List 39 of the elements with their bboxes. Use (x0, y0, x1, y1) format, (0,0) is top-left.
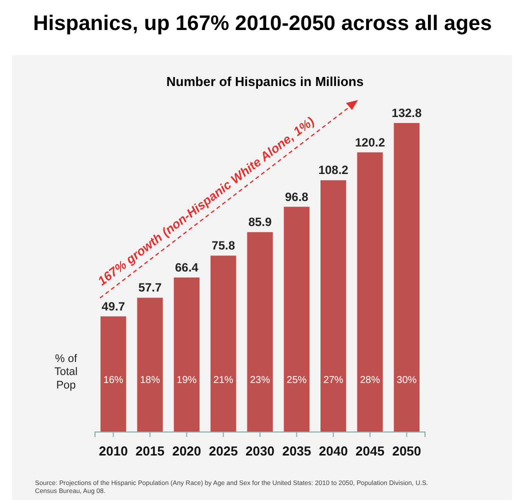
data-label: 85.9 (248, 215, 272, 230)
annotation: 23% (250, 375, 270, 386)
chart-subtitle: Number of Hispanics in Millions (166, 74, 364, 89)
bar (210, 256, 236, 432)
bar (100, 316, 126, 432)
x-tick-label: 2015 (136, 444, 164, 459)
x-tick-label: 2050 (392, 444, 422, 459)
data-label: 120.2 (354, 135, 386, 150)
x-tick-label: 2025 (208, 444, 238, 459)
annotation: 21% (213, 375, 234, 386)
annotation: 18% (140, 375, 160, 386)
x-tick-label: 2010 (98, 444, 128, 459)
bar (357, 152, 383, 432)
annotation: 16% (103, 375, 124, 386)
x-tick-label: 2020 (172, 444, 202, 459)
data-label: 75.8 (212, 238, 236, 253)
x-tick-label: 2035 (282, 444, 312, 459)
bar (394, 123, 420, 432)
x-tick-label: 2040 (318, 444, 348, 459)
annotation: 27% (323, 375, 344, 386)
annotation: 19% (176, 375, 197, 386)
data-label: 132.8 (392, 106, 422, 120)
data-label: 108.2 (318, 163, 349, 178)
annotation: 30% (396, 375, 417, 386)
x-tick-label: 2045 (356, 444, 384, 459)
bar (284, 206, 310, 432)
data-label: 96.8 (284, 190, 309, 204)
text: % of Total Pop (54, 353, 78, 392)
bar (174, 278, 200, 432)
annotation: 28% (360, 375, 380, 386)
data-label: 49.7 (102, 299, 126, 314)
chart-title: Hispanics, up 167% 2010-2050 across all ages (33, 12, 492, 35)
data-label: 57.7 (138, 280, 162, 295)
x-tick-label: 2030 (246, 444, 274, 459)
data-label: 66.4 (174, 260, 199, 274)
bar (247, 232, 273, 432)
bar (137, 298, 163, 432)
bar (320, 180, 346, 432)
annotation: 25% (286, 375, 307, 386)
